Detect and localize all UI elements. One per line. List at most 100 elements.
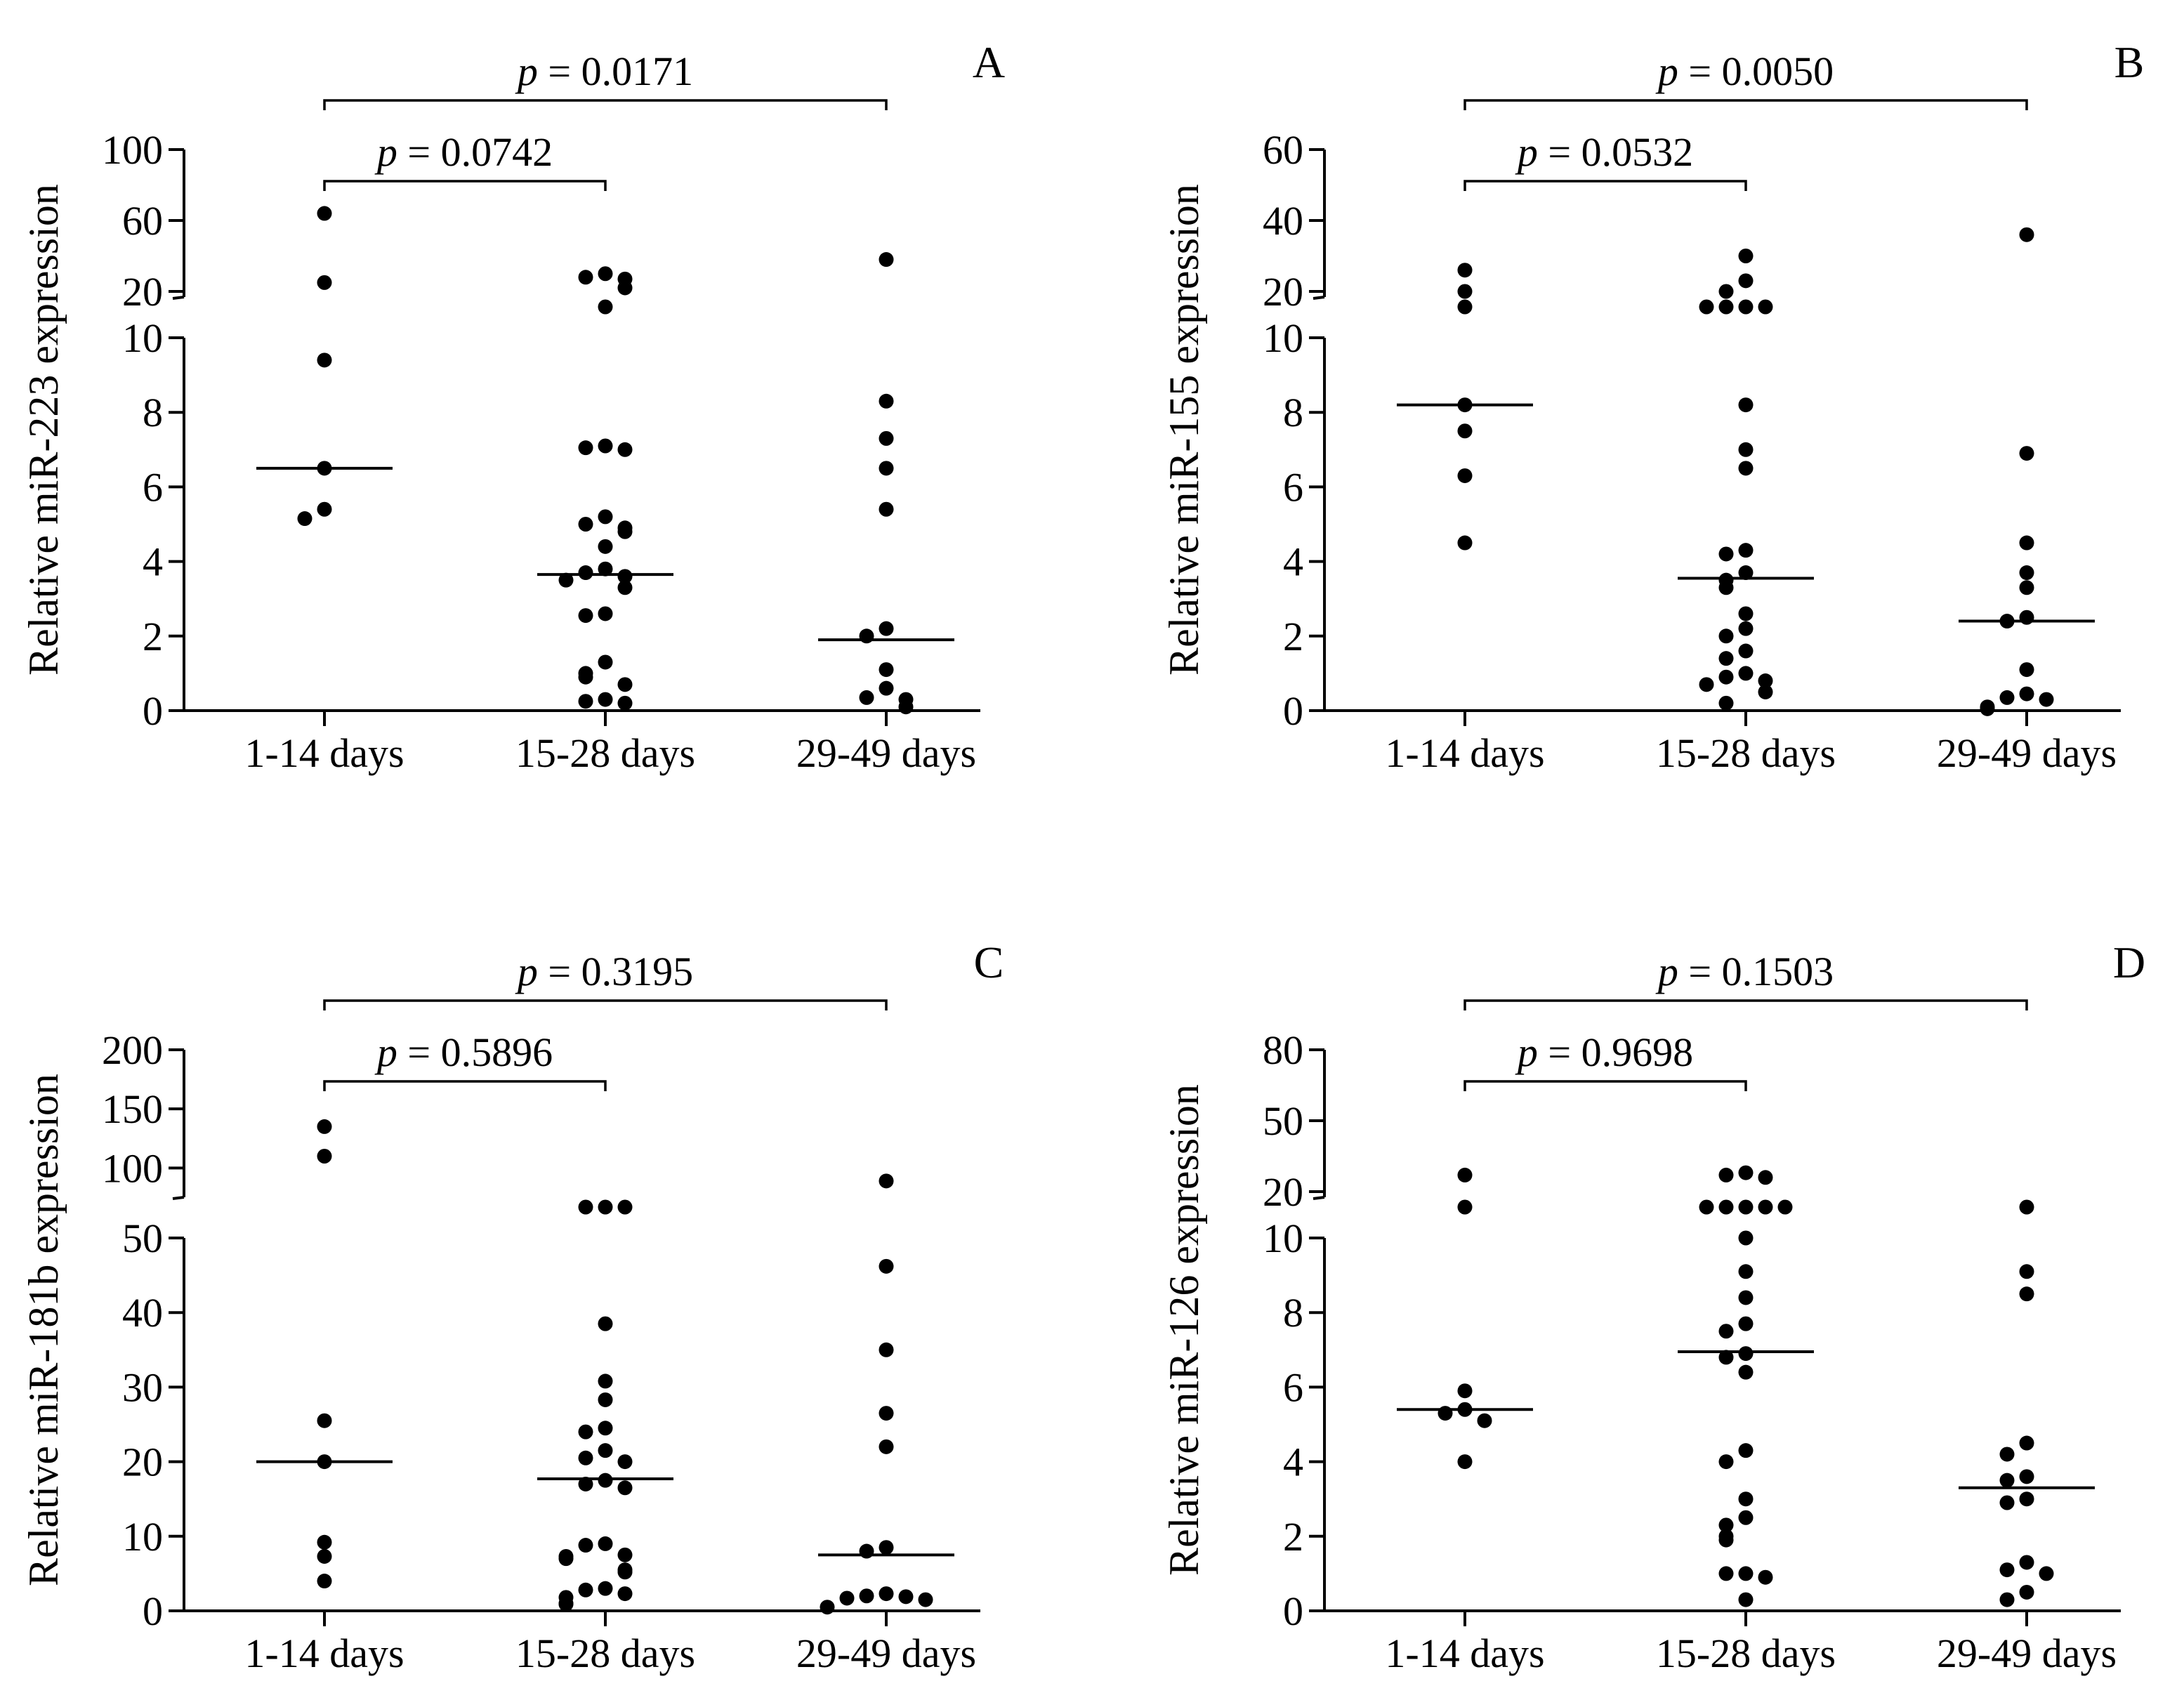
data-point bbox=[617, 1586, 633, 1602]
significance-bracket bbox=[1463, 1080, 1747, 1091]
data-point bbox=[617, 524, 633, 539]
data-point bbox=[317, 206, 332, 221]
data-point bbox=[578, 440, 593, 456]
x-category-label: 1-14 days bbox=[1385, 1631, 1544, 1676]
data-point bbox=[2019, 446, 2034, 461]
data-point bbox=[1718, 580, 1734, 595]
data-point bbox=[598, 1473, 613, 1488]
data-point bbox=[1738, 666, 1754, 681]
data-point bbox=[617, 695, 633, 711]
p-value: = 0.0532 bbox=[1538, 129, 1693, 175]
data-point bbox=[598, 1536, 613, 1551]
data-point bbox=[578, 517, 593, 532]
data-point bbox=[898, 1589, 914, 1605]
data-point bbox=[1738, 1443, 1754, 1458]
axis-break-mark bbox=[1313, 1196, 1325, 1200]
data-point bbox=[1718, 1324, 1734, 1339]
y-tick-label: 4 bbox=[1283, 539, 1303, 585]
data-point bbox=[1758, 684, 1773, 699]
y-tick-label: 2 bbox=[1283, 1514, 1303, 1560]
data-point bbox=[2019, 1469, 2034, 1484]
data-point bbox=[879, 430, 894, 446]
data-point bbox=[578, 1582, 593, 1598]
y-axis-title: Relative miR-126 expression bbox=[1161, 1084, 1207, 1576]
data-point bbox=[598, 606, 613, 621]
p-value-label: p = 0.0171 bbox=[515, 48, 693, 94]
data-point bbox=[2019, 1435, 2034, 1451]
y-tick-label: 100 bbox=[102, 1145, 163, 1191]
data-point bbox=[617, 1199, 633, 1215]
y-tick-label: 4 bbox=[143, 539, 163, 585]
y-tick-label: 0 bbox=[143, 688, 163, 734]
data-point bbox=[1477, 1413, 1492, 1428]
data-point bbox=[1718, 1532, 1734, 1548]
data-point bbox=[578, 270, 593, 285]
y-tick-label: 80 bbox=[1263, 1027, 1303, 1073]
data-point bbox=[1738, 299, 1754, 315]
data-point bbox=[1699, 677, 1714, 692]
y-tick-label: 40 bbox=[1263, 198, 1303, 244]
p-value-label: p = 0.9698 bbox=[1515, 1029, 1693, 1075]
data-point bbox=[1738, 1346, 1754, 1362]
data-point bbox=[598, 1373, 613, 1389]
p-value-label: p = 0.0050 bbox=[1655, 48, 1834, 94]
data-point bbox=[317, 1574, 332, 1589]
data-point bbox=[879, 252, 894, 268]
y-tick-label: 0 bbox=[1283, 688, 1303, 734]
axis-break-mark bbox=[1313, 296, 1325, 300]
data-point bbox=[317, 275, 332, 290]
p-symbol: p bbox=[515, 48, 538, 94]
data-point bbox=[578, 1199, 593, 1215]
data-point bbox=[1738, 273, 1754, 289]
p-value: = 0.0742 bbox=[397, 129, 553, 175]
p-symbol: p bbox=[1655, 48, 1678, 94]
data-point bbox=[898, 699, 914, 715]
data-point bbox=[317, 1149, 332, 1164]
data-point bbox=[1718, 284, 1734, 299]
data-point bbox=[617, 569, 633, 584]
y-tick-label: 20 bbox=[1263, 1169, 1303, 1215]
data-point bbox=[598, 1316, 613, 1331]
y-tick-label: 4 bbox=[1283, 1440, 1303, 1485]
data-point bbox=[879, 1439, 894, 1454]
p-value: = 0.1503 bbox=[1678, 949, 1834, 994]
data-point bbox=[558, 572, 574, 588]
data-point bbox=[1758, 1170, 1773, 1185]
data-point bbox=[558, 1551, 574, 1567]
panel-c: Relative miR-181b expression C 0 10 20 30 40 50… bbox=[20, 937, 1004, 1676]
p-value-label: p = 0.3195 bbox=[515, 949, 693, 994]
p-value-label: p = 0.1503 bbox=[1655, 949, 1834, 994]
data-point bbox=[617, 677, 633, 692]
data-point bbox=[1980, 701, 1995, 716]
data-point bbox=[598, 438, 613, 454]
data-point bbox=[598, 692, 613, 707]
data-point bbox=[1457, 1199, 1473, 1215]
data-point bbox=[1457, 299, 1473, 315]
data-point bbox=[578, 565, 593, 581]
data-point bbox=[1738, 397, 1754, 413]
data-point bbox=[317, 1534, 332, 1550]
data-point bbox=[617, 1480, 633, 1496]
data-point bbox=[598, 509, 613, 525]
data-point bbox=[317, 501, 332, 517]
axis-break-mark bbox=[172, 296, 185, 300]
data-point bbox=[1457, 263, 1473, 278]
data-point bbox=[1738, 1290, 1754, 1305]
data-point bbox=[317, 1413, 332, 1428]
p-symbol: p bbox=[1655, 949, 1678, 994]
y-tick-label: 150 bbox=[102, 1086, 163, 1132]
y-tick-label: 0 bbox=[1283, 1588, 1303, 1634]
data-point bbox=[598, 266, 613, 282]
data-point bbox=[1738, 1264, 1754, 1279]
y-tick-label: 60 bbox=[122, 198, 163, 244]
data-point bbox=[879, 621, 894, 636]
data-point bbox=[2019, 686, 2034, 701]
data-point bbox=[1457, 535, 1473, 551]
data-point bbox=[1738, 1316, 1754, 1331]
data-point bbox=[617, 280, 633, 296]
p-value-label: p = 0.0742 bbox=[374, 129, 553, 175]
y-axis-title: Relative miR-155 expression bbox=[1161, 184, 1207, 676]
data-point bbox=[2039, 1566, 2054, 1581]
